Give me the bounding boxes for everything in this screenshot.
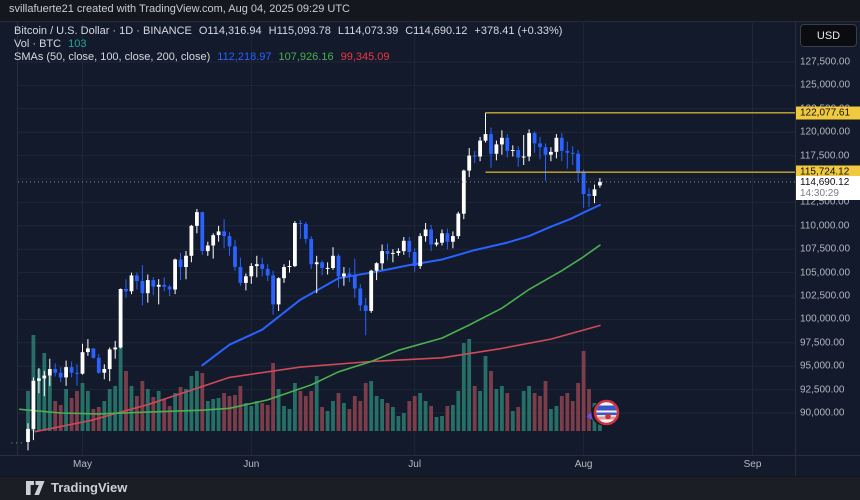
bottom-outer-strip <box>0 477 860 500</box>
tradingview-logo-text: TradingView <box>51 480 128 495</box>
sma-label: SMAs (50, close, 100, close, 200, close) <box>14 51 211 63</box>
top-watermark-strip <box>0 0 860 22</box>
more-options-button[interactable]: ··· <box>10 437 24 449</box>
ohlc-open: O114,316.94 <box>198 25 262 37</box>
symbol-title[interactable]: Bitcoin / U.S. Dollar · 1D · BINANCE <box>14 25 192 37</box>
tradingview-logo-icon <box>26 480 45 495</box>
currency-usd-button[interactable]: USD <box>800 24 857 47</box>
volume-label: Vol · BTC <box>14 38 62 50</box>
current-price-label: 114,690.12 14:30:29 <box>796 176 860 200</box>
creator-watermark: svillafuerte21 created with TradingView.… <box>9 3 350 15</box>
sma-legend-row[interactable]: SMAs (50, close, 100, close, 200, close)… <box>14 51 390 63</box>
volume-legend-row[interactable]: Vol · BTC 103 <box>14 38 86 50</box>
tradingview-logo[interactable]: TradingView <box>26 480 127 495</box>
ohlc-high: H115,093.78 <box>268 25 331 37</box>
current-price-value: 114,690.12 <box>800 177 850 188</box>
volume-value: 103 <box>68 38 87 50</box>
bar-countdown-timer: 14:30:29 <box>800 188 839 199</box>
sma100-value: 107,926.16 <box>278 51 334 63</box>
ohlc-close: C114,690.12 <box>405 25 468 37</box>
sma200-value: 99,345.09 <box>340 51 390 63</box>
ohlc-change: +378.41 (+0.33%) <box>474 25 563 37</box>
ohlc-low: L114,073.39 <box>337 25 399 37</box>
symbol-legend-row[interactable]: Bitcoin / U.S. Dollar · 1D · BINANCE O11… <box>14 25 562 37</box>
sma50-value: 112,218.97 <box>217 51 272 63</box>
